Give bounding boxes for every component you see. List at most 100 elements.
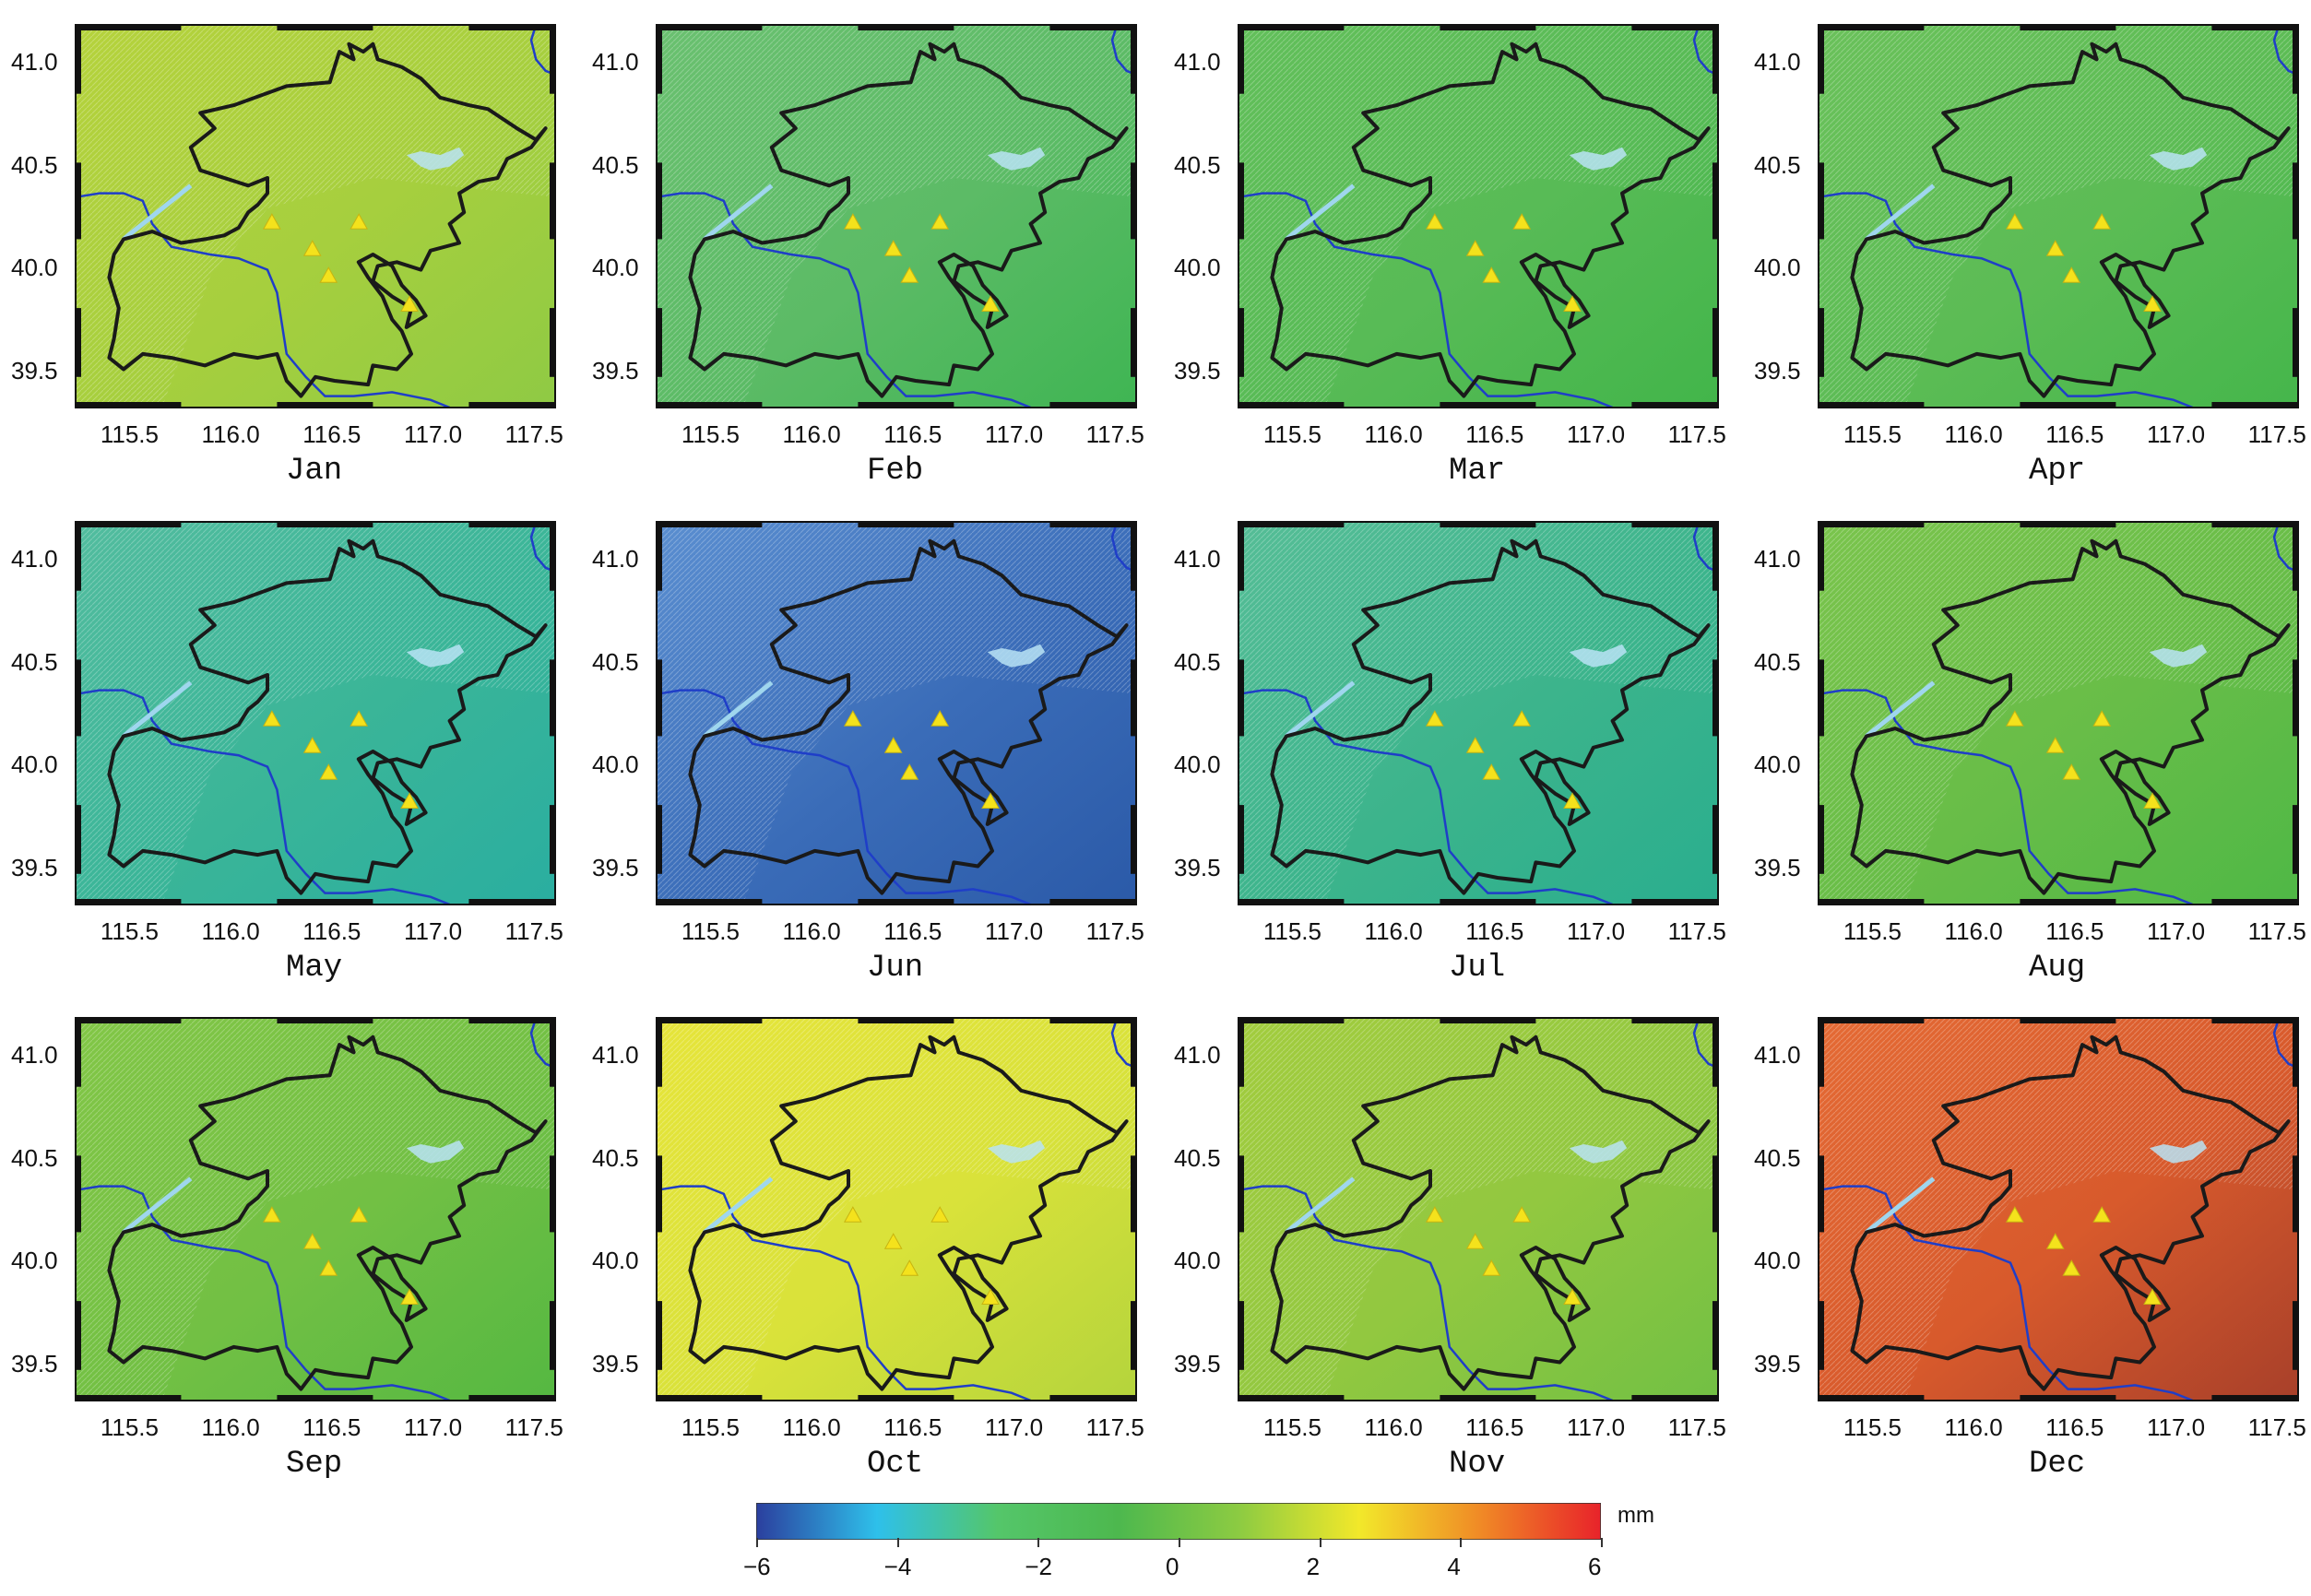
frame-segment <box>1238 162 1244 240</box>
frame-segment <box>1238 1395 1345 1401</box>
map-canvas <box>656 24 1137 409</box>
gnss-station-marker <box>2045 1233 2065 1249</box>
frame-segment <box>657 402 763 408</box>
river <box>75 192 451 409</box>
frame-segment <box>1049 522 1136 527</box>
month-label: Jan <box>286 454 343 489</box>
x-tick-label: 116.5 <box>1465 420 1524 448</box>
y-tick-label: 40.5 <box>1754 647 1801 676</box>
gnss-station-marker <box>2062 1259 2081 1276</box>
frame-segment <box>550 1301 555 1370</box>
river <box>1238 1185 1614 1402</box>
frame-segment <box>2020 402 2116 408</box>
river <box>703 1176 774 1235</box>
x-tick-label: 117.5 <box>1667 1413 1726 1441</box>
y-tick-label: 39.5 <box>592 356 639 384</box>
y-tick-label: 40.0 <box>592 1247 639 1275</box>
frame-segment <box>2211 402 2298 408</box>
x-tick-label: 117.5 <box>2247 420 2306 448</box>
river <box>1238 689 1614 906</box>
map-panel-sep <box>75 1017 556 1402</box>
river <box>529 521 556 573</box>
map-canvas <box>1818 521 2299 906</box>
gnss-station-marker <box>400 1288 419 1305</box>
month-label: Feb <box>867 454 924 489</box>
month-label: May <box>286 951 343 986</box>
gnss-station-marker <box>302 240 322 256</box>
frame-segment <box>76 1018 81 1087</box>
frame-segment <box>1631 522 1718 527</box>
beijing-boundary <box>688 41 1129 398</box>
frame-segment <box>1440 1018 1536 1023</box>
colorbar-tick-mark <box>1179 1538 1180 1547</box>
month-label: Aug <box>2029 951 2086 986</box>
frame-segment <box>277 899 373 904</box>
map-canvas <box>1238 1017 1719 1402</box>
gnss-station-marker <box>350 1206 369 1223</box>
colorbar-tick-mark <box>756 1538 758 1547</box>
x-tick-label: 115.5 <box>1843 420 1902 448</box>
river <box>1285 183 1356 242</box>
frame-segment <box>657 1155 662 1233</box>
y-tick-label: 39.5 <box>1174 1349 1221 1377</box>
x-tick-label: 117.5 <box>2247 917 2306 945</box>
x-tick-label: 117.5 <box>504 917 563 945</box>
gnss-station-marker <box>1465 240 1485 256</box>
x-tick-label: 117.0 <box>2146 1413 2206 1441</box>
gnss-station-marker <box>981 792 1000 809</box>
y-tick-label: 40.0 <box>1754 751 1801 779</box>
frame-segment <box>277 25 373 30</box>
map-canvas <box>1238 24 1719 409</box>
frame-segment <box>76 25 182 30</box>
gnss-station-marker <box>262 1206 281 1223</box>
map-panel-jul <box>1238 521 1719 906</box>
gnss-station-marker <box>2005 1206 2024 1223</box>
frame-segment <box>550 522 555 591</box>
frame-segment <box>1049 1018 1136 1023</box>
colorbar <box>756 1503 1601 1540</box>
x-tick-label: 116.0 <box>1364 420 1423 448</box>
x-tick-label: 116.0 <box>1944 1413 2003 1441</box>
frame-segment <box>1819 402 1925 408</box>
x-tick-label: 116.0 <box>1944 917 2003 945</box>
x-tick-label: 116.5 <box>883 1413 942 1441</box>
frame-segment <box>1819 1301 1824 1370</box>
river <box>656 689 1032 906</box>
frame-segment <box>1440 25 1536 30</box>
river <box>703 680 774 739</box>
river <box>122 1176 193 1235</box>
month-label: Nov <box>1449 1447 1506 1482</box>
month-label: Sep <box>286 1447 343 1482</box>
terrain-texture <box>1819 522 2298 904</box>
terrain-texture <box>76 25 555 408</box>
frame-segment <box>2211 25 2298 30</box>
y-tick-label: 40.0 <box>1754 1247 1801 1275</box>
terrain-texture <box>1238 1018 1718 1401</box>
river <box>1865 680 1936 739</box>
x-tick-label: 117.5 <box>1085 420 1144 448</box>
x-tick-label: 117.0 <box>984 917 1044 945</box>
gnss-station-marker <box>843 710 862 727</box>
gnss-station-marker <box>1563 1288 1582 1305</box>
x-tick-label: 117.0 <box>1566 917 1626 945</box>
frame-segment <box>1049 402 1136 408</box>
x-tick-label: 116.5 <box>883 917 942 945</box>
y-tick-label: 41.0 <box>592 48 639 77</box>
y-tick-label: 41.0 <box>11 545 58 573</box>
map-canvas <box>656 521 1137 906</box>
reservoir <box>987 644 1046 668</box>
frame-segment <box>1238 899 1345 904</box>
gnss-station-marker <box>2005 213 2024 230</box>
frame-segment <box>550 1155 555 1233</box>
colorbar-unit: mm <box>1618 1503 1654 1528</box>
y-tick-label: 40.0 <box>11 751 58 779</box>
y-tick-label: 41.0 <box>1174 1041 1221 1070</box>
frame-segment <box>1819 1018 1824 1087</box>
frame-segment <box>858 402 954 408</box>
reservoir <box>987 147 1046 171</box>
frame-segment <box>1631 1018 1718 1023</box>
month-label: Oct <box>867 1447 924 1482</box>
gnss-station-marker <box>900 763 919 780</box>
frame-segment <box>550 1018 555 1087</box>
y-tick-label: 41.0 <box>592 1041 639 1070</box>
